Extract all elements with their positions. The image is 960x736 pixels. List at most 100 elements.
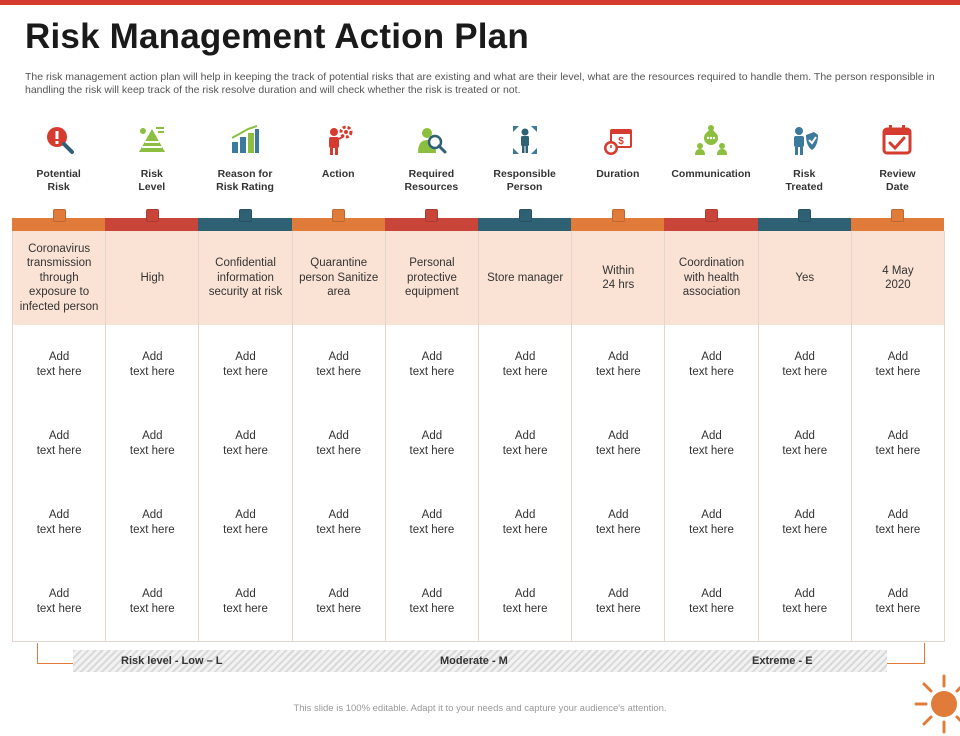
column-header-label: Action bbox=[321, 168, 355, 180]
table-cell[interactable]: Yes bbox=[758, 231, 852, 325]
placeholder-cell[interactable]: Add text here bbox=[479, 562, 573, 642]
column-header: Reason for Risk Rating bbox=[198, 124, 291, 196]
column-header-label: Potential Risk bbox=[36, 168, 81, 193]
magnifier-alert-icon bbox=[46, 127, 74, 154]
column-header-label: Reason for Risk Rating bbox=[216, 168, 274, 193]
placeholder-cell[interactable]: Add text here bbox=[199, 562, 293, 642]
color-stripe-row bbox=[12, 208, 945, 232]
stripe-knob bbox=[518, 209, 532, 222]
page-title: Risk Management Action Plan bbox=[25, 17, 529, 56]
placeholder-cell[interactable]: Add text here bbox=[851, 562, 946, 642]
column-header: Review Date bbox=[851, 124, 944, 196]
stripe-band bbox=[198, 218, 292, 231]
placeholder-cell[interactable]: Add text here bbox=[758, 562, 852, 642]
stripe-band bbox=[12, 218, 106, 231]
table-cell[interactable]: Store manager bbox=[479, 231, 573, 325]
team-chat-icon bbox=[695, 125, 728, 155]
column-header-label: Duration bbox=[596, 168, 640, 180]
column-stripe bbox=[850, 208, 945, 232]
person-gear-icon bbox=[329, 125, 353, 155]
column-header: Required Resources bbox=[385, 124, 478, 196]
table-row: Add text here Add text here Add text here Add t… bbox=[13, 562, 946, 642]
column-header: Communication bbox=[664, 124, 757, 196]
placeholder-cell[interactable]: Add text here bbox=[852, 483, 946, 562]
placeholder-cell[interactable]: Add text here bbox=[292, 562, 386, 642]
placeholder-cell[interactable]: Add text here bbox=[293, 325, 386, 404]
column-header-label: Required Resources bbox=[404, 168, 459, 193]
column-stripe bbox=[105, 208, 199, 232]
bar-chart-icon bbox=[231, 125, 259, 153]
placeholder-cell[interactable]: Add text here bbox=[665, 325, 759, 404]
column-header: $ Duration bbox=[571, 124, 664, 196]
placeholder-cell[interactable]: Add text here bbox=[106, 404, 200, 483]
placeholder-cell[interactable]: Add text here bbox=[386, 325, 480, 404]
placeholder-cell[interactable]: Add text here bbox=[199, 325, 293, 404]
stripe-knob bbox=[239, 209, 252, 222]
stripe-knob bbox=[332, 209, 346, 222]
column-header: Potential Risk bbox=[12, 124, 105, 196]
placeholder-cell[interactable]: Add text here bbox=[386, 483, 480, 562]
table-cell[interactable]: Coronavirus transmission through exposur… bbox=[13, 231, 107, 325]
person-network-icon bbox=[512, 126, 537, 154]
legend-moderate-label: Moderate - M bbox=[440, 655, 508, 667]
placeholder-cell[interactable]: Add text here bbox=[106, 562, 200, 642]
footer-note: This slide is 100% editable. Adapt it to… bbox=[293, 703, 667, 714]
placeholder-cell[interactable]: Add text here bbox=[13, 325, 107, 404]
placeholder-cell[interactable]: Add text here bbox=[13, 562, 107, 642]
placeholder-cell[interactable]: Add text here bbox=[759, 404, 852, 483]
placeholder-cell[interactable]: Add text here bbox=[13, 404, 107, 483]
risk-level-legend-bar bbox=[73, 650, 887, 672]
placeholder-cell[interactable]: Add text here bbox=[479, 325, 573, 404]
placeholder-cell[interactable]: Add text here bbox=[199, 483, 293, 562]
placeholder-cell[interactable]: Add text here bbox=[293, 483, 386, 562]
column-header-label: Review Date bbox=[879, 168, 916, 193]
table-cell[interactable]: Confidential information security at ris… bbox=[199, 231, 293, 325]
placeholder-cell[interactable]: Add text here bbox=[479, 483, 573, 562]
placeholder-cell[interactable]: Add text here bbox=[572, 325, 666, 404]
placeholder-cell[interactable]: Add text here bbox=[572, 404, 666, 483]
placeholder-cell[interactable]: Add text here bbox=[572, 562, 666, 642]
placeholder-cell[interactable]: Add text here bbox=[293, 404, 386, 483]
table-row: Add text here Add text here Add text here Add t… bbox=[13, 404, 946, 483]
table-cell[interactable]: Personal protective equipment bbox=[385, 231, 480, 325]
sun-decoration-icon bbox=[914, 674, 960, 734]
stripe-band bbox=[757, 218, 851, 231]
top-accent-bar bbox=[0, 0, 960, 5]
column-stripe bbox=[757, 208, 851, 232]
svg-text:$: $ bbox=[618, 136, 624, 147]
placeholder-cell[interactable]: Add text here bbox=[13, 483, 107, 562]
placeholder-cell[interactable]: Add text here bbox=[759, 325, 852, 404]
column-stripe bbox=[12, 208, 106, 232]
column-header-row: Potential Risk Risk Level Reason for Risk Rat… bbox=[12, 124, 944, 196]
placeholder-cell[interactable]: Add text here bbox=[479, 404, 573, 483]
placeholder-cell[interactable]: Add text here bbox=[665, 404, 759, 483]
placeholder-cell[interactable]: Add text here bbox=[572, 483, 666, 562]
placeholder-cell[interactable]: Add text here bbox=[665, 562, 759, 642]
placeholder-cell[interactable]: Add text here bbox=[852, 404, 946, 483]
person-shield-icon bbox=[794, 127, 819, 155]
stripe-band bbox=[478, 218, 572, 231]
table-cell[interactable]: High bbox=[106, 231, 200, 325]
placeholder-cell[interactable]: Add text here bbox=[106, 325, 200, 404]
column-header-label: Responsible Person bbox=[493, 168, 556, 193]
table-cell[interactable]: 4 May 2020 bbox=[851, 231, 946, 325]
placeholder-cell[interactable]: Add text here bbox=[852, 325, 946, 404]
table-cell[interactable]: Quarantine person Sanitize area bbox=[292, 231, 386, 325]
placeholder-cell[interactable]: Add text here bbox=[759, 483, 852, 562]
table-row: Coronavirus transmission through exposur… bbox=[13, 231, 946, 325]
column-stripe bbox=[478, 208, 572, 232]
placeholder-cell[interactable]: Add text here bbox=[106, 483, 200, 562]
placeholder-cell[interactable]: Add text here bbox=[385, 562, 480, 642]
table-cell[interactable]: Within 24 hrs bbox=[572, 231, 666, 325]
table-cell[interactable]: Coordination with health association bbox=[665, 231, 759, 325]
placeholder-cell[interactable]: Add text here bbox=[386, 404, 480, 483]
person-search-icon bbox=[418, 128, 447, 154]
placeholder-cell[interactable]: Add text here bbox=[199, 404, 293, 483]
calendar-check-icon bbox=[882, 125, 912, 155]
stripe-knob bbox=[798, 209, 812, 222]
placeholder-cell[interactable]: Add text here bbox=[665, 483, 759, 562]
table-row: Add text here Add text here Add text here Add t… bbox=[13, 483, 946, 562]
column-stripe bbox=[571, 208, 665, 232]
pyramid-chart-icon bbox=[138, 127, 165, 152]
calendar-clock-icon: $ bbox=[603, 129, 632, 155]
